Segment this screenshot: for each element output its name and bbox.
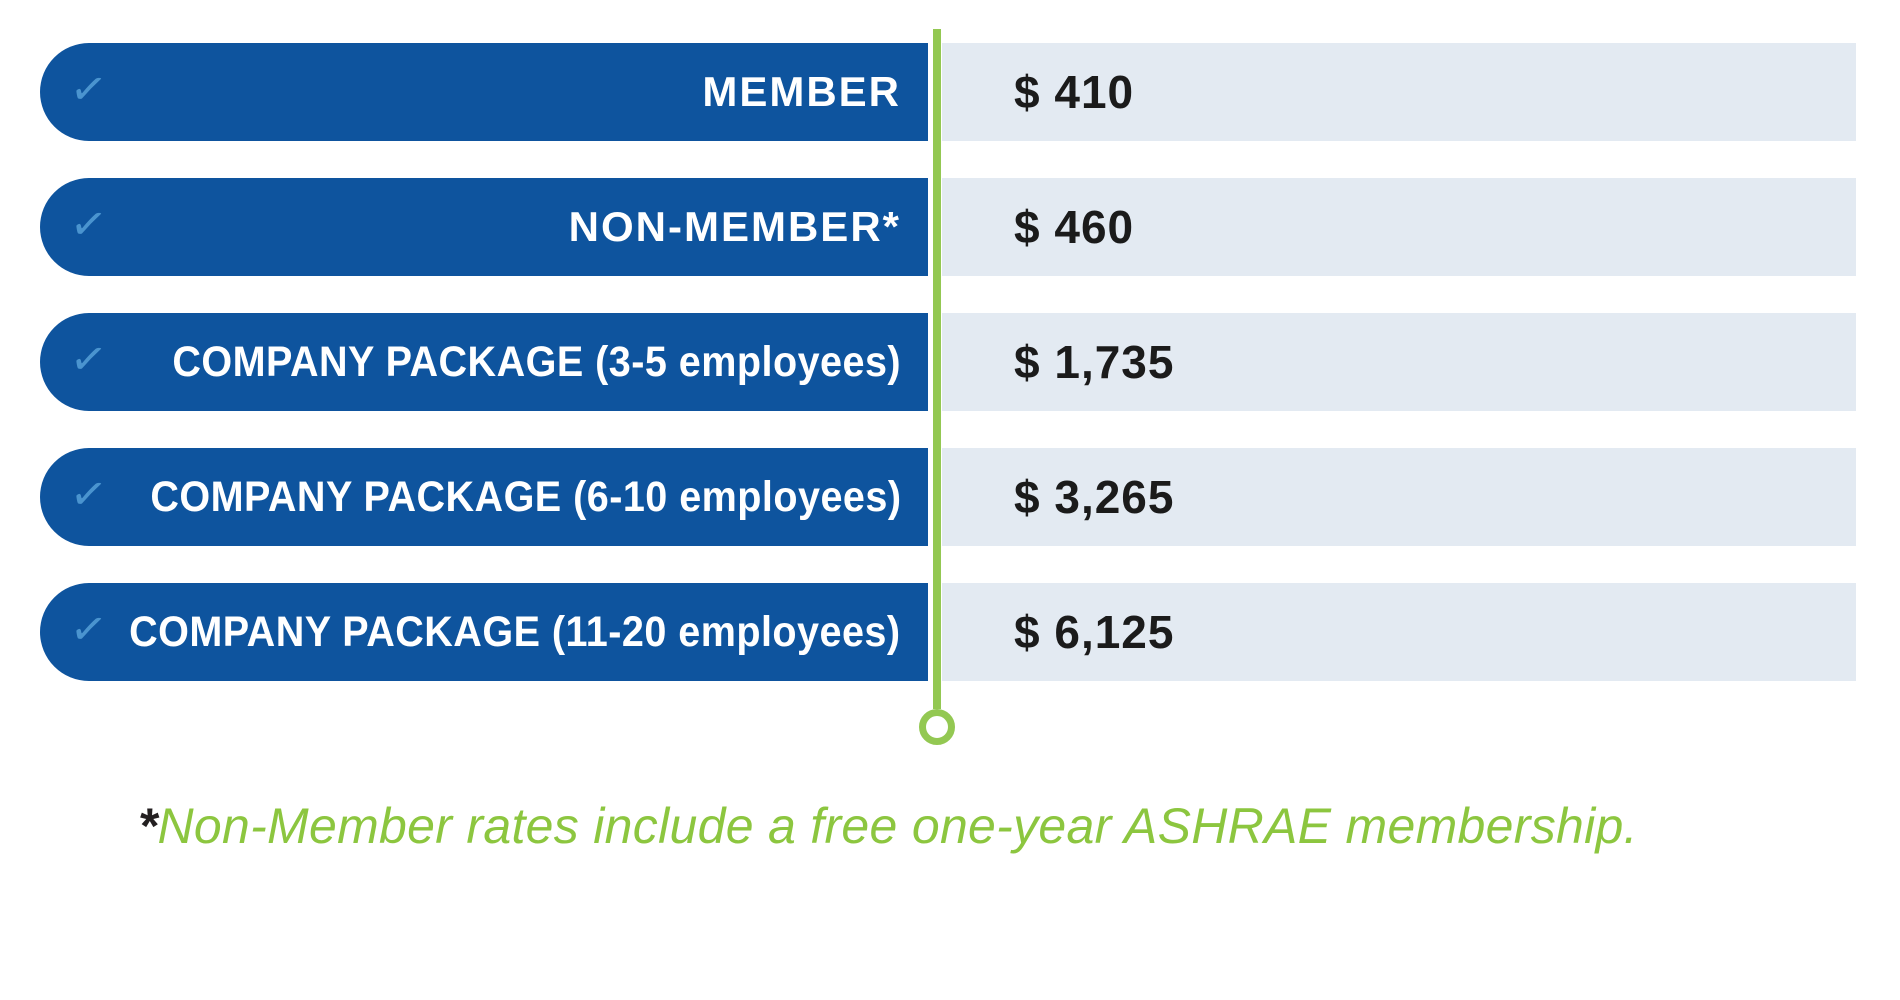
row-price: $ 1,735 — [1014, 336, 1175, 388]
row-label-pill: ✓ COMPANY PACKAGE (6-10 employees) — [40, 448, 928, 546]
checkmark-icon: ✓ — [66, 61, 111, 118]
row-label: NON-MEMBER* — [568, 203, 901, 250]
row-label: COMPANY PACKAGE (6-10 employees) — [149, 472, 901, 521]
footnote-asterisk: * — [138, 798, 158, 854]
checkmark-icon: ✓ — [66, 331, 111, 388]
table-row: ✓ COMPANY PACKAGE (6-10 employees) $ 3,2… — [0, 448, 1900, 546]
row-label: MEMBER — [702, 68, 901, 115]
row-price-band: $ 3,265 — [942, 448, 1856, 546]
row-label: COMPANY PACKAGE (3-5 employees) — [172, 337, 901, 386]
checkmark-icon: ✓ — [66, 196, 111, 253]
vertical-divider-line — [933, 29, 941, 709]
row-price-band: $ 1,735 — [942, 313, 1856, 411]
table-row: ✓ MEMBER $ 410 — [0, 43, 1900, 141]
pricing-rows: ✓ MEMBER $ 410 ✓ NON-MEMBER* $ 460 ✓ COM… — [0, 43, 1900, 718]
row-price: $ 3,265 — [1014, 471, 1175, 523]
row-label-pill: ✓ COMPANY PACKAGE (11-20 employees) — [40, 583, 928, 681]
table-row: ✓ NON-MEMBER* $ 460 — [0, 178, 1900, 276]
row-label-pill: ✓ NON-MEMBER* — [40, 178, 928, 276]
row-price: $ 410 — [1014, 66, 1135, 118]
footnote-text: Non-Member rates include a free one-year… — [157, 798, 1638, 854]
row-label-pill: ✓ MEMBER — [40, 43, 928, 141]
checkmark-icon: ✓ — [66, 466, 111, 523]
table-row: ✓ COMPANY PACKAGE (11-20 employees) $ 6,… — [0, 583, 1900, 681]
row-label: COMPANY PACKAGE (11-20 employees) — [129, 607, 901, 656]
table-row: ✓ COMPANY PACKAGE (3-5 employees) $ 1,73… — [0, 313, 1900, 411]
row-price-band: $ 460 — [942, 178, 1856, 276]
row-price: $ 6,125 — [1014, 606, 1175, 658]
footnote: *Non-Member rates include a free one-yea… — [138, 799, 1638, 854]
row-label-pill: ✓ COMPANY PACKAGE (3-5 employees) — [40, 313, 928, 411]
checkmark-icon: ✓ — [66, 601, 111, 658]
row-price-band: $ 6,125 — [942, 583, 1856, 681]
divider-end-circle-icon — [919, 709, 955, 745]
row-price-band: $ 410 — [942, 43, 1856, 141]
row-price: $ 460 — [1014, 201, 1135, 253]
